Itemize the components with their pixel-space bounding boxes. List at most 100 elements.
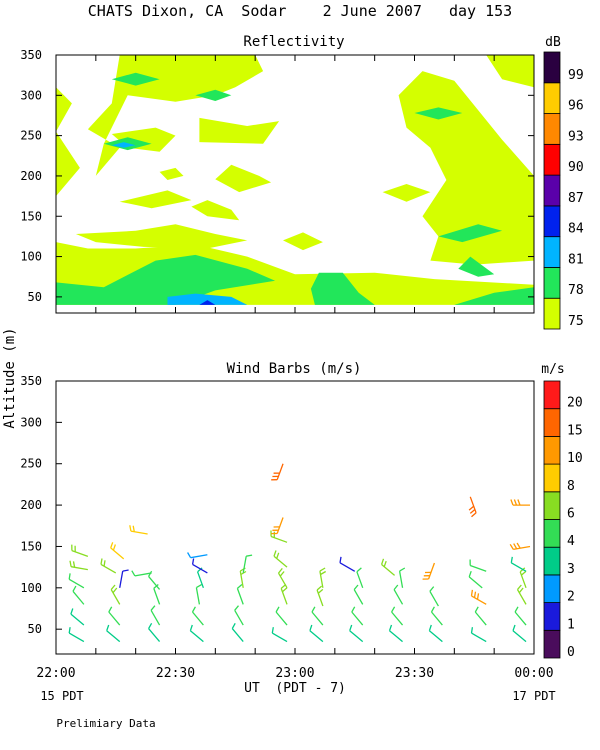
wind-barb-feather <box>246 554 253 557</box>
wind-barb-feather <box>108 606 113 613</box>
wind-barb-staff <box>130 530 148 535</box>
wind-colorbar-swatch-20 <box>543 380 561 410</box>
wind-barb-feather <box>428 624 432 631</box>
wind-x-tick-label: 23:00 <box>275 666 314 681</box>
wind-barb <box>398 567 406 588</box>
wind-colorbar-label: 15 <box>567 423 583 438</box>
wind-barb <box>277 567 288 589</box>
wind-barb-staff <box>471 595 487 605</box>
reflectivity-colorbar-swatch-75 <box>543 297 561 330</box>
wind-barb <box>468 570 483 589</box>
wind-barb-staff <box>391 611 404 626</box>
reflectivity-region-78db <box>454 287 534 305</box>
wind-barb-feather <box>131 570 136 577</box>
wind-barb <box>429 586 439 607</box>
reflectivity-region-75db <box>191 200 240 221</box>
wind-barb-staff <box>72 590 85 605</box>
wind-barb-staff <box>192 611 204 626</box>
wind-colorbar-swatch-15 <box>543 408 561 437</box>
wind-barb <box>316 585 324 607</box>
wind-barb-feather <box>399 567 406 572</box>
wind-barb-feather <box>429 586 435 592</box>
wind-barb-feather <box>514 606 519 613</box>
wind-barb <box>388 624 403 643</box>
wind-barb-feather <box>339 556 342 563</box>
wind-barb-feather <box>516 542 521 549</box>
wind-barb-staff <box>468 576 483 589</box>
wind-barb <box>119 569 129 588</box>
wind-barb-feather <box>468 570 472 578</box>
wind-barb-feather <box>122 569 129 572</box>
wind-barb-staff <box>68 578 85 589</box>
wind-barb-feather <box>311 606 316 613</box>
wind-barb-feather <box>516 584 522 591</box>
wind-barbs-x-axis: 22:00 22:30 23:00 23:30 00:00 <box>36 648 554 681</box>
reflectivity-colorbar-label: 75 <box>568 314 584 329</box>
wind-barbs-title: Wind Barbs (m/s) <box>227 361 362 377</box>
wind-y-tick-label: 200 <box>20 498 42 512</box>
wind-barb-feather <box>132 525 135 532</box>
x-date-label-right: 17 PDT <box>512 689 555 703</box>
wind-barb-staff <box>275 611 288 626</box>
wind-barb <box>153 584 161 605</box>
wind-y-tick-label: 350 <box>20 374 42 388</box>
wind-barb-feather <box>100 558 103 565</box>
wind-barb-staff <box>108 611 121 626</box>
wind-barb <box>191 606 204 626</box>
reflectivity-region-75db <box>215 164 272 193</box>
wind-barb <box>100 558 117 574</box>
wind-barb-feather <box>112 587 118 594</box>
wind-barb-feather <box>148 622 153 629</box>
wind-barb-feather <box>231 622 236 629</box>
wind-colorbar-swatch-4 <box>543 519 561 548</box>
wind-barb-feather <box>189 624 193 631</box>
reflectivity-colorbar-swatch-90 <box>543 143 561 176</box>
wind-barb-feather <box>271 627 274 634</box>
wind-barb-staff <box>71 549 89 557</box>
wind-barb-feather <box>68 573 71 580</box>
wind-barb <box>68 573 85 589</box>
wind-barb-feather <box>150 605 156 611</box>
wind-barb-feather <box>513 499 518 506</box>
wind-barb <box>356 567 364 589</box>
wind-barb-staff <box>471 632 487 643</box>
wind-barb-staff <box>195 587 201 605</box>
wind-barbs-y-axis: 50 100 150 200 250 300 350 <box>20 374 62 636</box>
wind-colorbar-label: 1 <box>567 617 575 632</box>
wind-barb <box>189 624 204 643</box>
reflectivity-contours <box>56 55 534 305</box>
reflectivity-colorbar-label: 87 <box>568 191 584 206</box>
wind-speed-colorbar: 0 1 2 3 4 6 8 10 15 20 <box>543 380 583 660</box>
wind-barb <box>309 624 324 643</box>
wind-barb <box>106 624 121 643</box>
wind-barb-staff <box>273 555 288 568</box>
wind-barb-staff <box>196 571 204 589</box>
reflectivity-region-78db <box>438 224 503 243</box>
wind-barb <box>231 622 244 643</box>
wind-barb <box>469 559 487 572</box>
wind-barb-staff <box>70 566 88 571</box>
wind-barb <box>512 624 527 643</box>
wind-barb-staff <box>398 570 404 588</box>
wind-barb-feather <box>187 552 192 559</box>
wind-barb-staff <box>100 563 117 574</box>
wind-barb-feather <box>510 556 513 563</box>
wind-barb-feather <box>281 587 288 593</box>
reflectivity-y-tick-label: 50 <box>28 290 42 304</box>
wind-y-tick-label: 100 <box>20 581 42 595</box>
reflectivity-frame <box>55 54 535 314</box>
wind-barb-feather <box>234 605 240 611</box>
wind-barb <box>349 624 364 643</box>
wind-colorbar-label: 20 <box>567 396 583 411</box>
wind-x-tick-label: 22:00 <box>36 666 75 681</box>
reflectivity-title: Reflectivity <box>243 34 344 50</box>
reflectivity-colorbar-swatch-78 <box>543 267 561 299</box>
wind-barb-feather <box>69 560 72 567</box>
wind-colorbar-swatch-3 <box>543 546 561 576</box>
wind-barb-staff <box>148 628 161 643</box>
wind-barb-staff <box>150 609 161 626</box>
wind-barb-staff <box>68 632 85 643</box>
page-title: CHATS Dixon, CA Sodar 2 June 2007 day 15… <box>88 2 512 20</box>
wind-barb <box>110 584 121 605</box>
